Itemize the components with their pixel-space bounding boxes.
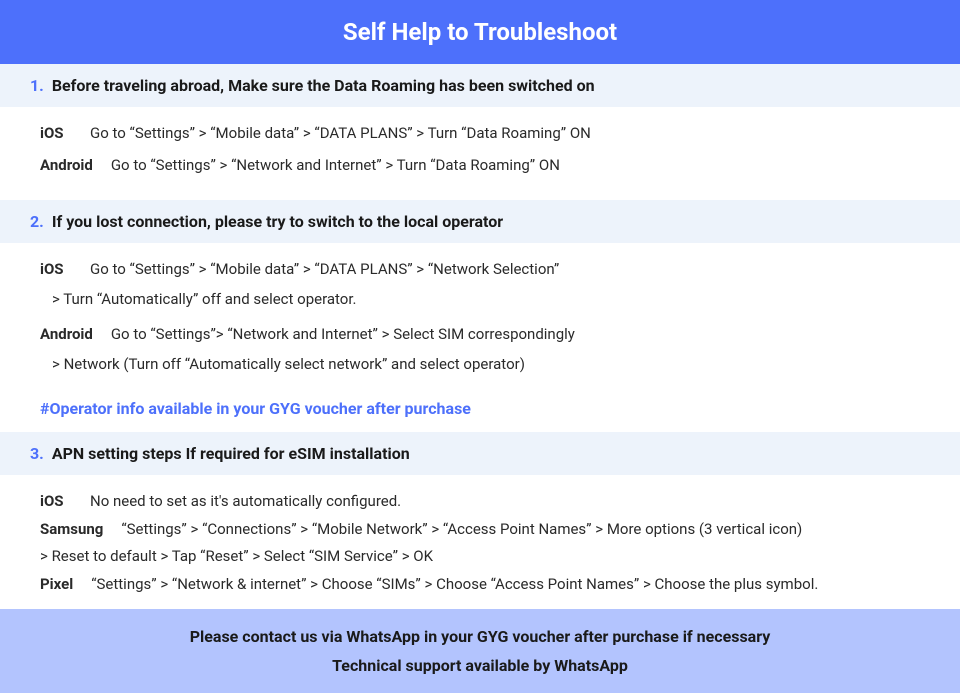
footer-support: Technical support available by WhatsApp — [0, 656, 960, 675]
page-title: Self Help to Troubleshoot — [0, 0, 960, 64]
platform-label: Samsung — [40, 517, 103, 543]
section-2-num: 2. — [30, 212, 44, 231]
section-1-body: iOS Go to “Settings” > “Mobile data” > “… — [0, 107, 960, 200]
section-2-item-android: Android Go to “Settings”> “Network and I… — [40, 322, 920, 348]
section-2-item-ios: iOS Go to “Settings” > “Mobile data” > “… — [40, 257, 920, 283]
section-2-bold: If you lost connection, please try to sw… — [52, 212, 503, 231]
platform-text: Go to “Settings” > “Network and Internet… — [111, 153, 920, 179]
section-3-heading: 3. APN setting steps If required for eSI… — [0, 432, 960, 475]
section-1-bold: Before traveling abroad, — [52, 76, 224, 95]
platform-label: Pixel — [40, 572, 73, 598]
platform-text: Go to “Settings” > “Mobile data” > “DATA… — [90, 257, 920, 283]
platform-text: “Settings” > “Network & internet” > Choo… — [91, 572, 920, 598]
platform-label: iOS — [40, 257, 72, 283]
section-3-bold: APN setting steps If required for eSIM i… — [52, 444, 410, 463]
section-2-android-continuation: > Network (Turn off “Automatically selec… — [52, 352, 920, 378]
platform-label: Android — [40, 322, 93, 348]
section-2-ios-continuation: > Turn “Automatically” off and select op… — [52, 287, 920, 313]
section-1-num: 1. — [30, 76, 44, 95]
section-3-item-samsung: Samsung “Settings” > “Connections” > “Mo… — [40, 517, 920, 543]
platform-text: Go to “Settings” > “Mobile data” > “DATA… — [90, 121, 920, 147]
section-2-heading: 2. If you lost connection, please try to… — [0, 200, 960, 243]
section-3-item-ios: iOS No need to set as it's automatically… — [40, 489, 920, 515]
section-3-num: 3. — [30, 444, 44, 463]
section-3-item-pixel: Pixel “Settings” > “Network & internet” … — [40, 572, 920, 598]
section-3-samsung-continuation: > Reset to default > Tap “Reset” > Selec… — [40, 544, 920, 570]
section-1-item-ios: iOS Go to “Settings” > “Mobile data” > “… — [40, 121, 920, 147]
platform-text: “Settings” > “Connections” > “Mobile Net… — [121, 517, 920, 543]
footer: Please contact us via WhatsApp in your G… — [0, 609, 960, 693]
section-2-body: iOS Go to “Settings” > “Mobile data” > “… — [0, 243, 960, 393]
section-1-item-android: Android Go to “Settings” > “Network and … — [40, 153, 920, 179]
operator-note: #Operator info available in your GYG vou… — [0, 393, 960, 432]
platform-text: Go to “Settings”> “Network and Internet”… — [111, 322, 920, 348]
platform-label: iOS — [40, 121, 72, 147]
section-3-body: iOS No need to set as it's automatically… — [0, 475, 960, 609]
section-1-rest: Make sure the Data Roaming has been swit… — [224, 76, 594, 95]
section-1-heading: 1. Before traveling abroad, Make sure th… — [0, 64, 960, 107]
footer-contact: Please contact us via WhatsApp in your G… — [0, 627, 960, 646]
platform-label: iOS — [40, 489, 72, 515]
platform-text: No need to set as it's automatically con… — [90, 489, 920, 515]
platform-label: Android — [40, 153, 93, 179]
